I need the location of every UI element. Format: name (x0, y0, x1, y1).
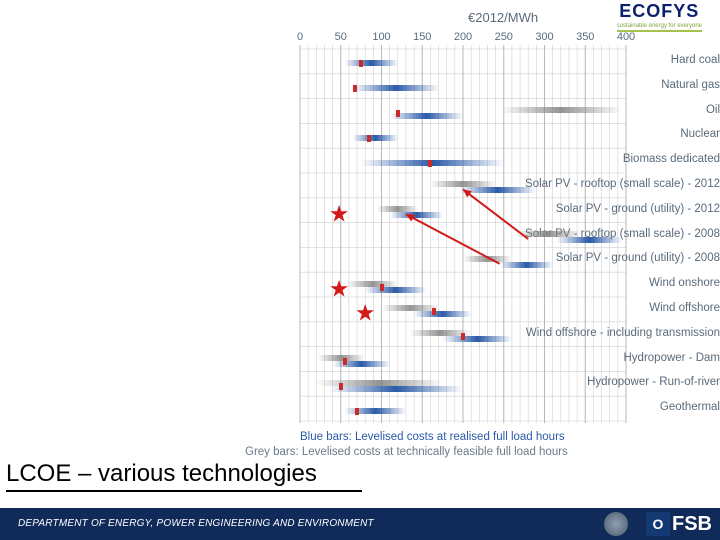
blue-bar (353, 135, 398, 141)
category-label: Nuclear (428, 128, 720, 140)
star-icon: ★ (330, 276, 348, 301)
marker (353, 85, 357, 92)
x-tick: 200 (454, 31, 472, 43)
blue-bar (414, 311, 471, 317)
x-tick: 350 (576, 31, 594, 43)
blue-bar (345, 60, 398, 66)
x-tick: 50 (335, 31, 347, 43)
fsb-o-icon: O (646, 512, 670, 536)
star-icon: ★ (356, 301, 374, 326)
blue-bar (345, 408, 406, 414)
x-tick: 400 (617, 31, 635, 43)
x-tick: 300 (535, 31, 553, 43)
blue-bar (500, 262, 553, 268)
marker (355, 408, 359, 415)
blue-bar (390, 113, 463, 119)
category-label: Solar PV - ground (utility) - 2012 (428, 203, 720, 215)
blue-bar (329, 386, 463, 392)
category-label: Wind onshore (428, 277, 720, 289)
marker (367, 135, 371, 142)
marker (339, 383, 343, 390)
blue-bar (353, 85, 439, 91)
marker (380, 284, 384, 291)
marker (428, 160, 432, 167)
grey-bar (500, 107, 622, 113)
blue-bar (557, 237, 622, 243)
footer-bar: DEPARTMENT OF ENERGY, POWER ENGINEERING … (0, 508, 720, 540)
fsb-logo: O FSB (646, 508, 712, 540)
lcoe-chart: ECOFYS sustainable energy for everyone €… (0, 0, 720, 465)
slide-title: LCOE – various technologies (6, 460, 362, 492)
blue-bar (390, 212, 443, 218)
category-label: Hydropower - Run-of-river (428, 376, 720, 388)
university-crest-icon (604, 512, 628, 536)
blue-bar (459, 187, 536, 193)
category-label: Natural gas (428, 79, 720, 91)
x-tick: 0 (297, 31, 303, 43)
marker (343, 358, 347, 365)
x-tick: 100 (372, 31, 390, 43)
marker (432, 308, 436, 315)
marker (461, 333, 465, 340)
category-label: Geothermal (428, 401, 720, 413)
blue-bar (365, 287, 426, 293)
category-label: Hydropower - Dam (428, 352, 720, 364)
blue-bar (333, 361, 390, 367)
x-tick: 250 (495, 31, 513, 43)
legend-grey: Grey bars: Levelised costs at technicall… (245, 446, 568, 458)
fsb-text: FSB (672, 513, 712, 536)
legend-blue: Blue bars: Levelised costs at realised f… (300, 431, 565, 443)
marker (396, 110, 400, 117)
blue-bar (361, 160, 504, 166)
blue-bar (443, 336, 512, 342)
star-icon: ★ (330, 202, 348, 227)
slide: { "logo": { "text": "ECOFYS", "sub": "su… (0, 0, 720, 540)
x-tick: 150 (413, 31, 431, 43)
marker (359, 60, 363, 67)
category-label: Hard coal (428, 54, 720, 66)
category-label: Wind offshore (428, 302, 720, 314)
